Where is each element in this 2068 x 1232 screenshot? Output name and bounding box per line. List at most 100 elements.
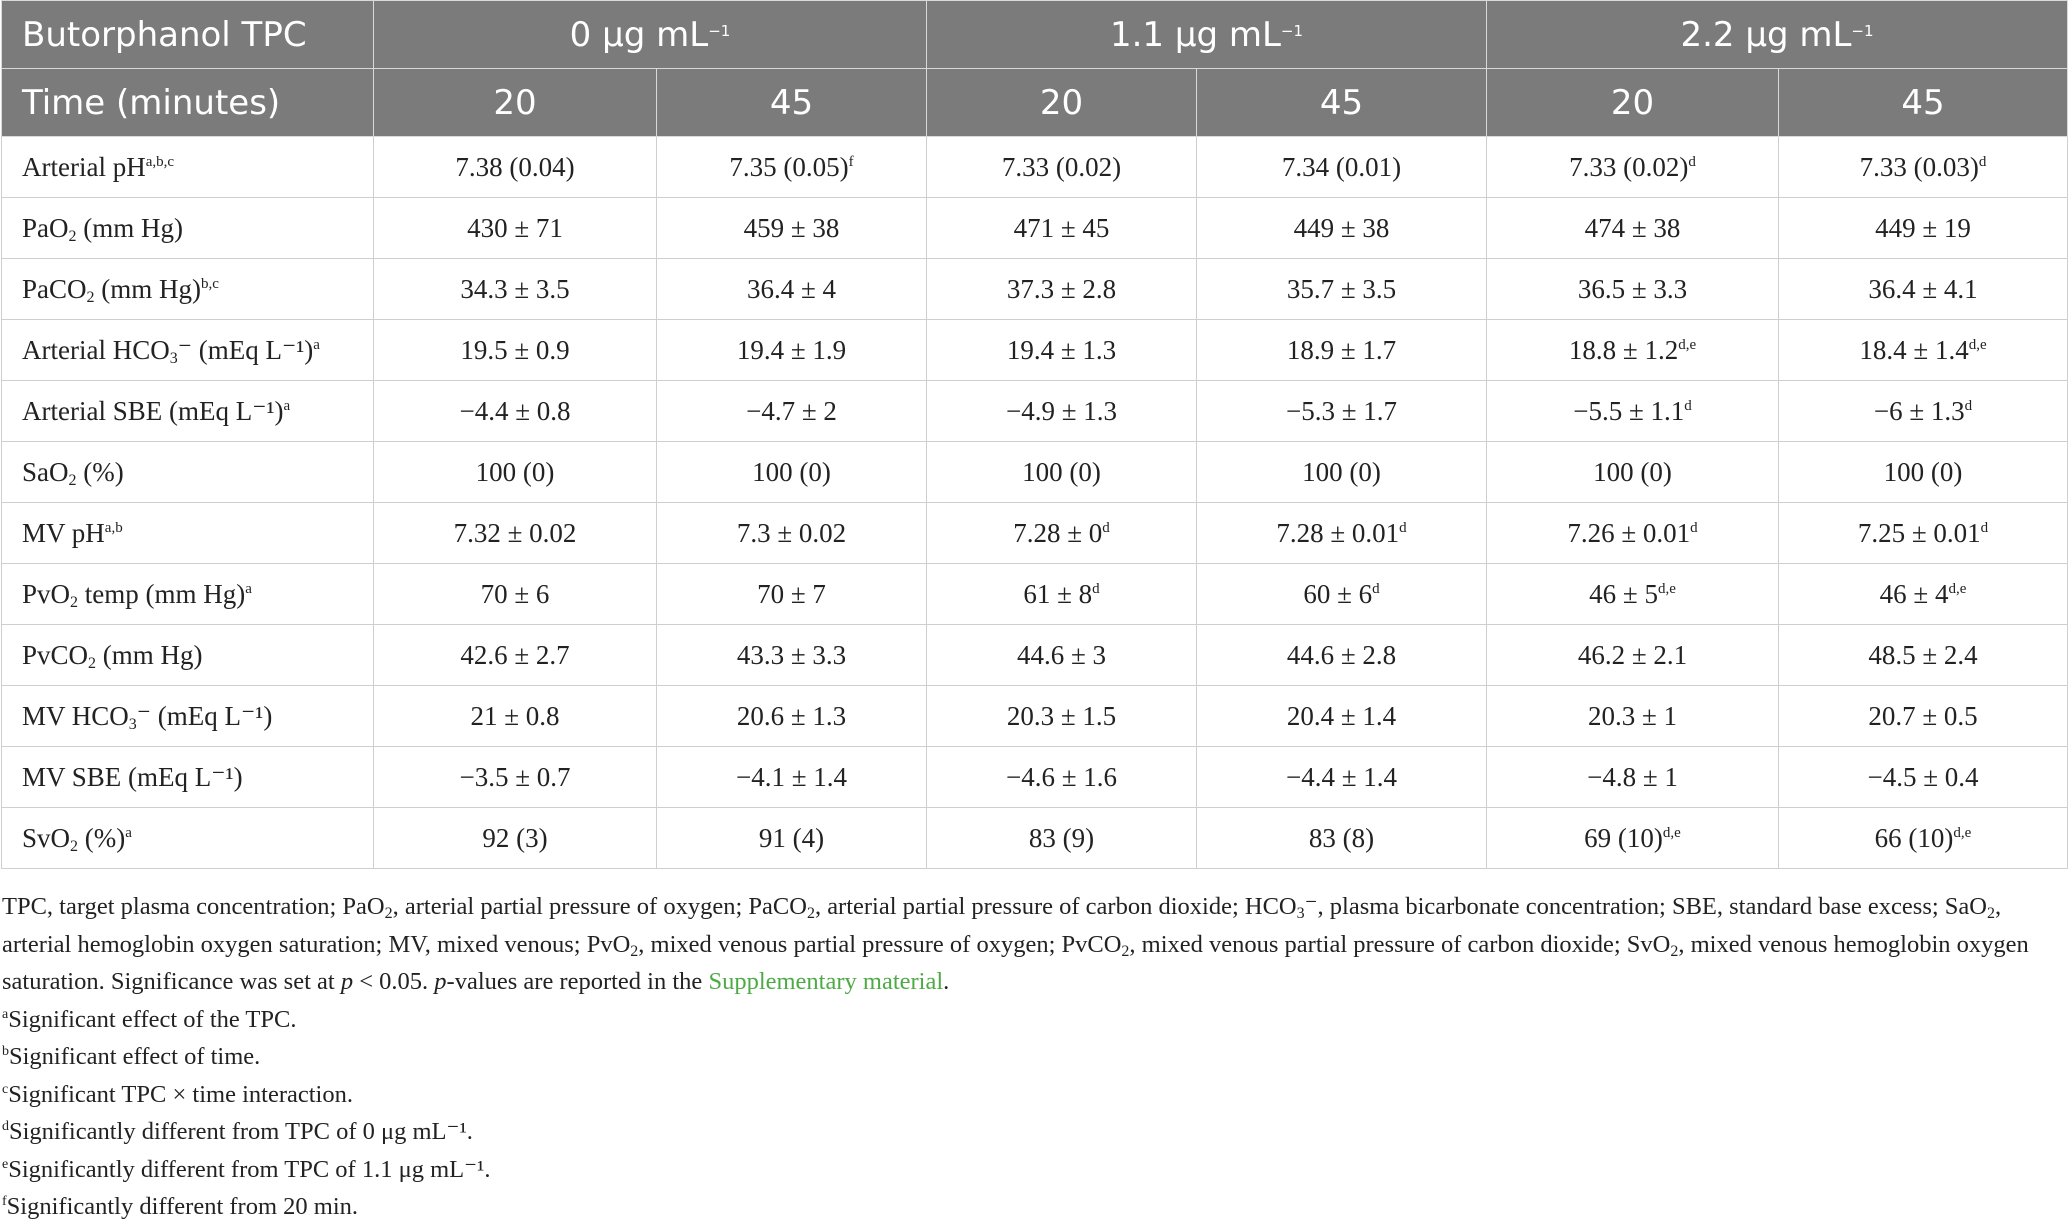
- cell-value: 7.35 (0.05): [729, 151, 849, 182]
- note-text: , arterial hemoglobin oxygen saturation;…: [2, 893, 2002, 958]
- footnote: dSignificantly different from TPC of 0 μ…: [2, 1113, 2062, 1151]
- table-cell: 36.5 ± 3.3: [1486, 258, 1779, 320]
- note-subscript: 2: [1987, 905, 1995, 922]
- abbreviations-note: TPC, target plasma concentration; PaO2, …: [2, 888, 2062, 1001]
- table-cell: 7.28 ± 0d: [926, 502, 1197, 564]
- table-cell: 60 ± 6d: [1196, 563, 1487, 625]
- row-label: Arterial HCO3⁻ (mEq L⁻¹)a: [1, 319, 374, 381]
- table-cell: −6 ± 1.3d: [1778, 380, 2068, 442]
- cell-value: 100 (0): [1022, 456, 1101, 487]
- supplementary-material-link[interactable]: Supplementary material: [708, 968, 944, 995]
- cell-value: 20.4 ± 1.4: [1286, 700, 1397, 731]
- cell-value: 36.4 ± 4.1: [1868, 273, 1978, 304]
- cell-footnote-mark: d,e: [1968, 336, 1987, 353]
- table-cell: 43.3 ± 3.3: [656, 624, 927, 686]
- note-text: < 0.05.: [353, 968, 435, 995]
- row-label-subscript: 2: [70, 593, 79, 611]
- footnote-text: Significant TPC × time interaction.: [8, 1080, 353, 1108]
- cell-value: 42.6 ± 2.7: [460, 639, 570, 670]
- table-row: PaCO2 (mm Hg)b,c 34.3 ± 3.5 36.4 ± 4 37.3 ±…: [1, 258, 2068, 320]
- row-label-subscript: 2: [68, 471, 77, 489]
- table-cell: 7.32 ± 0.02: [373, 502, 657, 564]
- row-label-text: (mm Hg): [96, 639, 203, 670]
- cell-value: 19.4 ± 1.9: [736, 334, 847, 365]
- footnotes: aSignificant effect of the TPC. bSignific…: [2, 1001, 2062, 1226]
- cell-footnote-mark: d,e: [1662, 824, 1681, 841]
- table-cell: 474 ± 38: [1486, 197, 1779, 259]
- table-row: PvO2 temp (mm Hg)a 70 ± 6 70 ± 7 61 ± 8d 60 …: [1, 563, 2068, 625]
- row-label-text: ⁻ (mEq L⁻¹): [136, 700, 273, 731]
- table-row: Arterial pHa,b,c 7.38 (0.04) 7.35 (0.05)f 7…: [1, 136, 2068, 198]
- note-text: , arterial partial pressure of carbon di…: [814, 893, 1297, 920]
- note-subscript: 2: [806, 905, 815, 922]
- group-header: 0 μg mL−1: [373, 0, 927, 69]
- cell-value: 46 ± 4: [1879, 578, 1949, 609]
- cell-value: −4.4 ± 1.4: [1285, 761, 1398, 792]
- group-exp: −1: [1280, 21, 1304, 40]
- row-label: PvO2 temp (mm Hg)a: [1, 563, 374, 625]
- table-cell: 7.34 (0.01): [1196, 136, 1487, 198]
- cell-value: 43.3 ± 3.3: [736, 639, 847, 670]
- row-label-footnote-mark: a: [283, 397, 291, 414]
- cell-footnote-mark: d: [1092, 580, 1100, 597]
- cell-footnote-mark: d: [1688, 153, 1696, 170]
- table-cell: 20.6 ± 1.3: [656, 685, 927, 747]
- cell-value: 19.5 ± 0.9: [460, 334, 570, 365]
- cell-value: 83 (8): [1308, 822, 1375, 853]
- table-cell: 44.6 ± 2.8: [1196, 624, 1487, 686]
- table-cell: 100 (0): [1196, 441, 1487, 503]
- table-cell: 100 (0): [373, 441, 657, 503]
- time-header: 20: [373, 68, 657, 137]
- cell-value: 7.33 (0.02): [1001, 151, 1122, 182]
- table-cell: 7.33 (0.02)d: [1486, 136, 1779, 198]
- footnote-text: Significant effect of time.: [9, 1043, 261, 1070]
- note-text: , mixed venous hemoglobin oxygen saturat…: [2, 930, 2029, 996]
- cell-value: 100 (0): [475, 456, 555, 487]
- cell-value: 60 ± 6: [1303, 578, 1373, 609]
- table-cell: −5.5 ± 1.1d: [1486, 380, 1779, 442]
- table-cell: 7.25 ± 0.01d: [1778, 502, 2068, 564]
- time-header: 45: [656, 68, 927, 137]
- table-cell: 36.4 ± 4.1: [1778, 258, 2068, 320]
- row-label-text: ⁻ (mEq L⁻¹): [177, 334, 314, 365]
- table-cell: 100 (0): [1778, 441, 2068, 503]
- row-label-text: (%): [76, 456, 124, 487]
- cell-value: −4.1 ± 1.4: [735, 761, 848, 792]
- cell-value: 430 ± 71: [467, 212, 563, 243]
- row-label-subscript: 2: [86, 288, 95, 306]
- cell-value: 36.5 ± 3.3: [1577, 273, 1688, 304]
- row-label-text: (%): [78, 822, 126, 853]
- note-italic: p: [340, 968, 354, 995]
- cell-value: 18.4 ± 1.4: [1859, 334, 1969, 365]
- table-cell: 18.8 ± 1.2d,e: [1486, 319, 1779, 381]
- cell-value: 459 ± 38: [743, 212, 840, 243]
- footnote: cSignificant TPC × time interaction.: [2, 1076, 2062, 1114]
- cell-footnote-mark: d,e: [1953, 824, 1972, 841]
- group-exp: −1: [708, 21, 731, 40]
- row-label-subscript: 3: [128, 715, 137, 733]
- cell-value: −5.3 ± 1.7: [1285, 395, 1398, 426]
- time-header: 45: [1196, 68, 1487, 137]
- cell-value: 91 (4): [758, 822, 825, 853]
- cell-value: 7.26 ± 0.01: [1567, 517, 1691, 548]
- table-cell: 7.33 (0.03)d: [1778, 136, 2068, 198]
- row-label-footnote-mark: a: [313, 336, 320, 353]
- cell-footnote-mark: d,e: [1678, 336, 1697, 353]
- cell-value: 7.34 (0.01): [1281, 151, 1402, 182]
- footnote-mark: a: [2, 1006, 9, 1022]
- row-label-text: MV SBE (mEq L⁻¹): [22, 761, 243, 792]
- cell-value: 100 (0): [752, 456, 831, 487]
- table-cell: 7.38 (0.04): [373, 136, 657, 198]
- cell-value: 7.38 (0.04): [455, 151, 575, 182]
- cell-footnote-mark: d: [1372, 580, 1380, 597]
- note-text: , mixed venous partial pressure of carbo…: [1129, 930, 1671, 958]
- row-label: Arterial pHa,b,c: [1, 136, 374, 198]
- row-label-text: MV HCO: [22, 700, 129, 731]
- cell-value: 449 ± 38: [1293, 212, 1390, 243]
- time-header: 20: [926, 68, 1197, 137]
- cell-value: 7.32 ± 0.02: [453, 517, 577, 548]
- cell-value: 69 (10): [1584, 822, 1663, 853]
- cell-value: 7.3 ± 0.02: [736, 517, 847, 548]
- note-text: .: [943, 968, 950, 995]
- cell-value: 7.28 ± 0: [1013, 517, 1103, 548]
